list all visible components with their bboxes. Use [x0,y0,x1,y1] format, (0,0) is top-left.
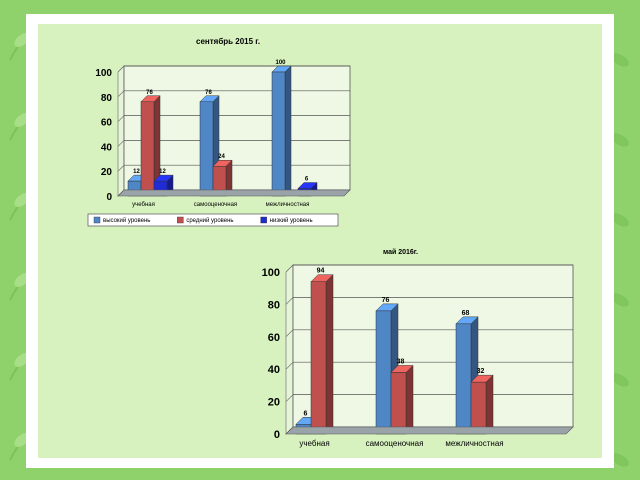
data-label: 6 [305,177,309,183]
legend-label: низкий уровень [270,217,313,224]
chart-title: май 2016г. [383,248,418,256]
data-label: 38 [397,358,405,365]
y-tick-label: 100 [95,68,112,79]
plot-floor [285,426,574,435]
data-label: 6 [304,410,308,417]
y-tick-label: 40 [101,142,113,153]
bar [470,374,494,435]
gridline-depth [117,164,125,172]
bar-side [405,364,414,435]
data-label: 76 [205,90,212,96]
plot-floor [117,189,351,197]
legend-label: высокий уровень [103,217,150,224]
x-tick-label: межличностная [266,202,310,208]
bar [199,95,220,197]
charts-canvas: сентябрь 2015 г.020406080100127612учебна… [87,37,574,474]
data-label: 12 [133,169,140,175]
gridline-depth [285,264,294,273]
chart-1: сентябрь 2015 г. 0 20 40 60 80 100 12 76 12 учебна… [87,37,351,227]
data-label: 24 [218,154,225,160]
bar-front [140,101,155,197]
y-tick-label: 60 [101,118,113,129]
bar-side [284,65,292,197]
legend-swatch [260,216,267,224]
bar-front [310,281,327,435]
side-wall [285,264,294,435]
data-label: 76 [382,297,390,304]
bar [390,364,414,435]
gridline-depth [285,329,294,338]
chart-title: сентябрь 2015 г. [196,37,260,46]
x-tick-label: учебная [299,439,329,448]
data-label: 68 [462,310,470,317]
x-tick-label: самооценочная [366,439,424,448]
x-tick-label: учебная [132,202,155,208]
slide-panel: сентябрь 2015 г. 0 20 40 60 80 100 12 76 12 учебна… [38,24,602,474]
x-tick-label: межличностная [445,439,503,448]
gridline-depth [117,90,125,98]
y-tick-label: 100 [262,267,280,279]
gridline-depth [117,65,125,73]
y-tick-label: 0 [274,429,280,441]
data-label: 12 [159,169,166,175]
x-tick-label: самооценочная [194,202,237,208]
data-label: 100 [275,60,286,66]
legend [87,213,339,227]
y-tick-label: 40 [268,364,280,376]
side-wall [117,65,125,197]
legend-label: средний уровень [186,217,233,224]
legend-swatch [177,216,184,224]
chart-2: май 2016г. 0 20 40 60 80 100 6 94 учебная 76 38 само… [262,248,574,474]
data-label: 32 [477,368,485,375]
bar [271,65,292,197]
bar [310,274,334,435]
data-label: 94 [317,268,325,275]
y-tick-label: 80 [101,93,113,104]
bar-front [390,372,407,435]
bar-front [271,71,286,197]
y-tick-label: 60 [268,332,280,344]
y-tick-label: 0 [106,192,112,203]
bar-side [325,274,334,435]
bar-front [375,310,392,435]
legend-swatch [93,216,101,224]
gridline-depth [285,394,294,402]
gridline-depth [285,361,294,370]
y-tick-label: 20 [268,397,280,409]
bar-front [455,323,472,435]
y-tick-label: 80 [268,299,280,311]
data-label: 76 [146,90,153,96]
gridline-depth [117,140,125,147]
y-tick-label: 20 [101,167,113,178]
plot-wall [123,65,351,191]
gridline-depth [285,297,294,305]
bar-side [485,374,494,435]
bar-front [470,381,487,435]
bar-front [199,101,214,197]
gridline-depth [117,115,125,122]
plot-wall [292,264,574,428]
bar [212,159,233,197]
